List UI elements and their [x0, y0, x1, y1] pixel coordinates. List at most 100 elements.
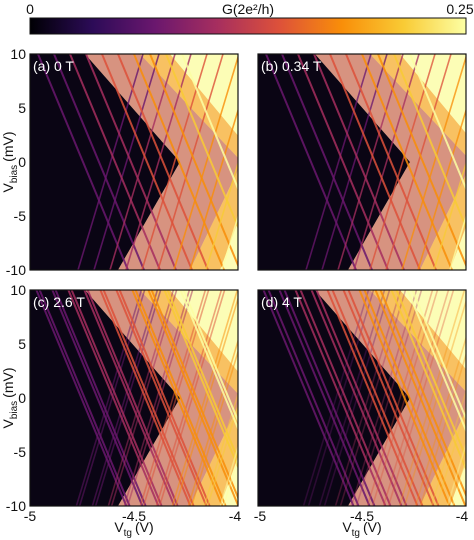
y-axis-bottom: 10 5 0 -5 -10	[6, 282, 26, 514]
conductance-line	[374, 290, 466, 506]
y-tick-label: -5	[14, 208, 27, 224]
conductance-line	[38, 290, 131, 506]
panel-label: (d) 4 T	[261, 294, 302, 310]
conductance-line	[331, 290, 424, 506]
conductance-line	[433, 160, 466, 270]
conductance-line	[262, 290, 355, 506]
x-axis-title-unit: (V)	[135, 519, 154, 535]
conductance-line	[69, 54, 161, 270]
conductance-line	[203, 391, 238, 506]
panel-label: (c) 2.6 T	[33, 294, 85, 310]
conductance-line	[86, 290, 179, 506]
conductance-line	[358, 290, 451, 506]
x-axis-title-left: Vtg (V)	[114, 519, 153, 539]
conductance-line	[149, 54, 238, 268]
y-tick-label: -10	[6, 498, 26, 514]
conductance-line	[67, 290, 160, 506]
conductance-line	[118, 290, 211, 506]
conductance-line	[102, 290, 195, 506]
conductance-line	[219, 444, 238, 506]
plot-frame	[29, 289, 239, 507]
conductance-line	[430, 388, 466, 506]
conductance-line	[101, 54, 193, 270]
conductance-line	[83, 290, 176, 506]
y-axis-title-top: Vbias (mV)	[0, 131, 20, 192]
conductance-line	[294, 290, 387, 506]
colorbar-strip	[29, 17, 467, 35]
conductance-line	[155, 290, 223, 506]
conductance-line	[166, 290, 238, 462]
y-axis-title-main: V	[0, 419, 16, 429]
y-tick-label: 5	[18, 336, 26, 352]
conductance-line	[299, 290, 392, 506]
y-axis-top: 10 5 0 -5 -10	[6, 46, 26, 278]
conductance-line	[206, 402, 238, 506]
conductance-line	[133, 54, 225, 270]
conductance-line	[345, 54, 437, 270]
y-axis-title-bottom: Vbias (mV)	[0, 367, 20, 428]
conductance-line	[187, 338, 238, 506]
y-axis-title-main: V	[0, 183, 16, 193]
conductance-line	[37, 54, 129, 270]
conductance-line	[173, 54, 238, 270]
conductance-line	[278, 290, 371, 506]
x-axis-title-unit: (V)	[363, 519, 382, 535]
y-axis-title-sub: bias	[9, 165, 20, 183]
x-tick-label: -5	[254, 508, 267, 524]
conductance-line	[53, 54, 145, 270]
heatmap-content	[258, 290, 466, 506]
conductance-line	[406, 290, 466, 433]
panel-d: (d) 4 T	[257, 289, 467, 507]
y-tick-label: 0	[18, 154, 26, 170]
conductance-line	[297, 54, 389, 270]
x-tick-label: -4	[456, 508, 469, 524]
colorbar-min-label: 0	[26, 1, 34, 17]
colorbar: 0 G(2e²/h) 0.25	[26, 1, 474, 35]
conductance-line	[417, 107, 466, 270]
conductance-line	[395, 290, 466, 460]
transition-band	[370, 290, 466, 506]
x-axis-title-sub: tg	[124, 528, 132, 539]
conductance-line	[377, 54, 466, 268]
conductance-line	[382, 290, 450, 506]
conductance-line	[342, 290, 435, 506]
conductance-line	[190, 349, 238, 506]
conductance-line	[174, 295, 238, 506]
conductance-line	[221, 214, 238, 270]
x-tick-label: -4	[229, 508, 242, 524]
conductance-line	[390, 290, 466, 472]
conductance-line	[150, 290, 238, 500]
y-tick-label: 10	[10, 282, 26, 298]
conductance-line	[181, 54, 238, 191]
y-axis-title-unit: (mV)	[0, 367, 16, 397]
y-tick-label: 0	[18, 390, 26, 406]
conductance-line	[147, 290, 238, 506]
conductance-line	[411, 290, 466, 421]
plot-frame	[257, 53, 467, 271]
conductance-line	[267, 290, 360, 506]
conductance-line	[158, 290, 226, 506]
conductance-line	[401, 54, 466, 270]
x-tick-label: -5	[24, 508, 37, 524]
conductance-line	[115, 290, 208, 506]
conductance-line	[134, 290, 227, 506]
conductance-line	[326, 290, 419, 506]
conductance-line	[51, 290, 144, 506]
x-axis-title-right: Vtg (V)	[342, 519, 381, 539]
conductance-line	[281, 54, 373, 270]
panel-c: (c) 2.6 T	[29, 289, 239, 507]
conductance-line	[363, 290, 456, 506]
panel-a: (a) 0 T	[29, 53, 239, 271]
colorbar-max-label: 0.25	[446, 1, 473, 17]
conductance-line	[179, 290, 238, 431]
conductance-line	[414, 335, 466, 506]
conductance-line	[283, 290, 376, 506]
heatmap-content	[258, 54, 466, 270]
transition-band	[315, 54, 466, 270]
conductance-line	[54, 290, 147, 506]
x-axis-title-sub: tg	[352, 528, 360, 539]
heatmap-content	[30, 290, 238, 506]
panel-label: (b) 0.34 T	[261, 58, 322, 74]
conductance-line	[310, 290, 403, 506]
